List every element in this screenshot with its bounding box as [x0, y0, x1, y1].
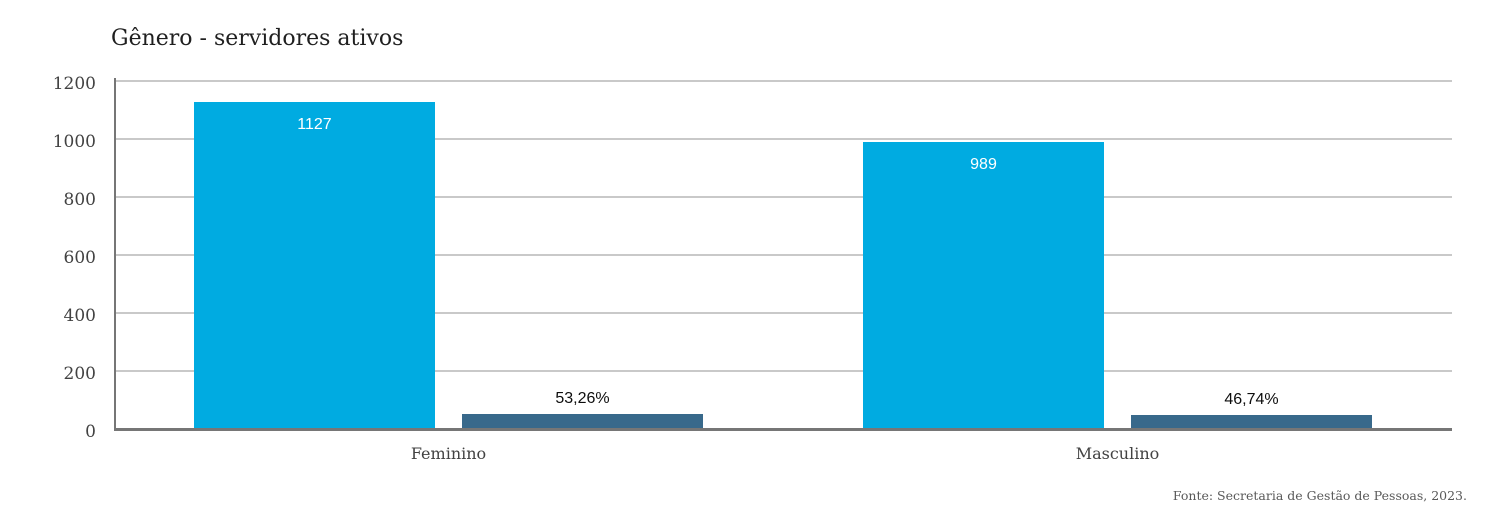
y-axis-line [114, 78, 116, 431]
bar-label-percent-masculino: 46,74% [1224, 391, 1279, 409]
y-tick-label-1000: 1000 [52, 132, 96, 152]
x-axis-line [114, 428, 1452, 431]
y-axis: 0 200 400 600 800 1000 1200 [0, 74, 96, 442]
y-tick-label-0: 0 [85, 422, 96, 442]
bar-label-count-feminino: 1127 [297, 116, 332, 134]
source-note: Fonte: Secretaria de Gestão de Pessoas, … [1172, 488, 1467, 503]
y-tick-label-600: 600 [63, 248, 96, 268]
x-tick-label-feminino: Feminino [410, 444, 487, 463]
bar-label-percent-feminino: 53,26% [555, 389, 610, 407]
bar-count-masculino [863, 142, 1104, 429]
gridline-200 [114, 370, 1452, 372]
gridline-800 [114, 196, 1452, 198]
gridline-1200 [114, 80, 1452, 82]
bar-label-count-masculino: 989 [970, 156, 997, 174]
x-axis: Feminino Masculino [114, 443, 1452, 467]
y-tick-label-400: 400 [63, 306, 96, 326]
x-tick-label-masculino: Masculino [1075, 444, 1160, 463]
bar-percent-feminino [462, 413, 703, 429]
bar-percent-masculino [1131, 415, 1372, 429]
y-tick-label-200: 200 [63, 364, 96, 384]
gridline-600 [114, 254, 1452, 256]
chart-title: Gênero - servidores ativos [111, 26, 404, 51]
gridline-1000 [114, 138, 1452, 140]
bar-count-feminino [194, 102, 435, 429]
gridline-400 [114, 312, 1452, 314]
plot-area: 1127 53,26% 989 46,74% [114, 78, 1452, 431]
y-tick-label-800: 800 [63, 190, 96, 210]
y-tick-label-1200: 1200 [52, 74, 96, 94]
